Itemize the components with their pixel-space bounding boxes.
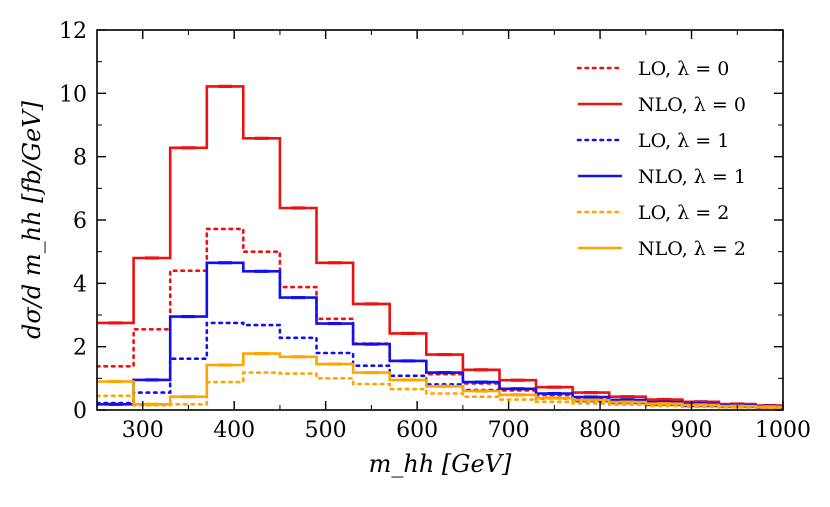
legend: LO, λ = 0 NLO, λ = 0 LO, λ = 1 NLO, λ = 1 LO… xyxy=(576,58,746,260)
series-line-4 xyxy=(97,371,783,410)
x-tick-label: 400 xyxy=(213,418,255,443)
legend-label-4: LO, λ = 2 xyxy=(638,202,729,224)
y-axis-label: dσ/d m_hh [fb/GeV] xyxy=(18,100,46,339)
x-tick-label: 1000 xyxy=(755,418,811,443)
x-tick-label: 700 xyxy=(488,418,530,443)
x-tick-label: 500 xyxy=(305,418,347,443)
x-tick-label: 800 xyxy=(579,418,621,443)
y-tick-label: 2 xyxy=(73,336,87,361)
legend-label-2: LO, λ = 1 xyxy=(638,130,729,152)
y-tick-label: 12 xyxy=(59,19,87,44)
y-tick-label: 8 xyxy=(73,146,87,171)
legend-label-5: NLO, λ = 2 xyxy=(638,238,746,260)
y-tick-label: 0 xyxy=(73,399,87,424)
y-tick-label: 6 xyxy=(73,209,87,234)
y-tick-label: 4 xyxy=(73,272,87,297)
x-tick-label: 900 xyxy=(671,418,713,443)
legend-label-3: NLO, λ = 1 xyxy=(638,166,746,188)
x-tick-label: 300 xyxy=(122,418,164,443)
x-axis-label: m_hh [GeV] xyxy=(369,450,512,478)
y-tick-label: 10 xyxy=(59,82,87,107)
legend-label-0: LO, λ = 0 xyxy=(638,58,729,80)
series-line-2 xyxy=(97,321,783,409)
x-tick-label: 600 xyxy=(396,418,438,443)
legend-label-1: NLO, λ = 0 xyxy=(638,94,746,116)
